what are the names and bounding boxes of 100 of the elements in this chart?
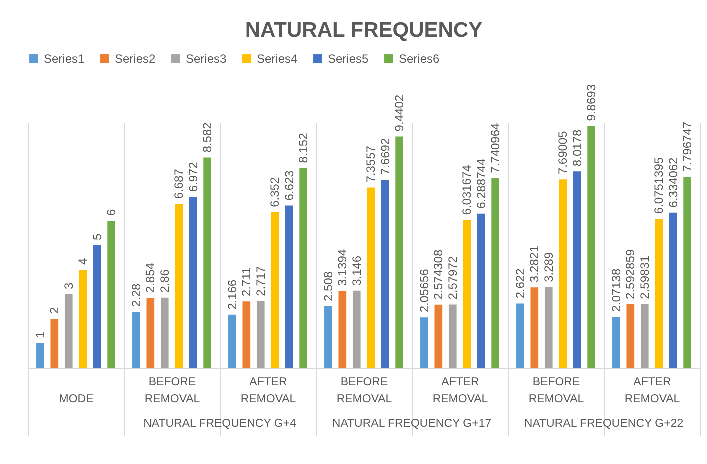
legend-label: Series6 bbox=[399, 52, 440, 66]
bar bbox=[300, 168, 308, 368]
data-label: 7.6692 bbox=[378, 138, 392, 176]
data-label: 7.69005 bbox=[556, 130, 570, 175]
x-tick-label: AFTER REMOVAL bbox=[432, 376, 489, 406]
data-label: 2.07138 bbox=[609, 268, 624, 312]
data-label: 3.1394 bbox=[336, 249, 350, 286]
legend-label: Series3 bbox=[186, 52, 228, 66]
data-label: 6.334062 bbox=[666, 157, 680, 208]
data-label: 3.289 bbox=[542, 252, 556, 282]
bar bbox=[463, 220, 472, 368]
bar bbox=[381, 180, 390, 368]
bar bbox=[146, 298, 155, 368]
bar bbox=[655, 219, 664, 368]
data-label: 8.0178 bbox=[570, 130, 584, 167]
bar bbox=[324, 306, 332, 368]
bar bbox=[285, 206, 294, 368]
data-label: 1 bbox=[33, 332, 48, 338]
data-label: 2.717 bbox=[254, 266, 268, 296]
data-label: 2.622 bbox=[513, 268, 528, 299]
x-tick-label: AFTER REMOVAL bbox=[624, 376, 681, 406]
data-label: 3.146 bbox=[350, 256, 364, 286]
data-label: 2 bbox=[48, 307, 62, 314]
data-label: 6.031674 bbox=[460, 164, 474, 216]
data-label: 2.592859 bbox=[624, 249, 638, 300]
data-label: 7.796747 bbox=[680, 122, 695, 172]
bar bbox=[544, 287, 553, 368]
bar bbox=[64, 294, 73, 368]
data-label: 9.8693 bbox=[584, 84, 599, 122]
bar bbox=[516, 304, 524, 368]
bar bbox=[228, 314, 236, 368]
bar bbox=[204, 158, 212, 368]
data-label: 2.166 bbox=[225, 280, 240, 310]
data-label: 9.4402 bbox=[392, 94, 407, 132]
bar bbox=[160, 298, 169, 368]
data-label: 5 bbox=[90, 234, 104, 240]
text: NATURAL FREQUENCY G+22 bbox=[524, 418, 684, 430]
bar bbox=[626, 304, 635, 368]
bar bbox=[79, 270, 88, 368]
bar bbox=[36, 344, 44, 368]
legend-label: Series4 bbox=[257, 52, 298, 66]
legend-label: Series5 bbox=[328, 52, 370, 66]
data-label: 6.623 bbox=[282, 170, 296, 201]
data-label: 7.3557 bbox=[364, 146, 378, 183]
bar bbox=[367, 188, 376, 368]
x-tick-label: BEFORE REMOVAL bbox=[144, 376, 201, 406]
data-label: 8.152 bbox=[296, 132, 311, 164]
data-label: 2.05656 bbox=[417, 268, 432, 313]
bar bbox=[420, 318, 428, 368]
chart-title: NATURAL FREQUENCY bbox=[245, 19, 483, 42]
bar bbox=[108, 221, 116, 368]
bar bbox=[612, 317, 620, 368]
data-label: 6.687 bbox=[172, 168, 186, 200]
bar bbox=[530, 288, 539, 368]
bar bbox=[93, 246, 102, 368]
data-label: 2.59831 bbox=[638, 256, 652, 300]
data-label: 2.86 bbox=[158, 269, 172, 293]
bar bbox=[256, 301, 265, 368]
x-tick-label: BEFORE REMOVAL bbox=[528, 376, 585, 406]
data-label: 2.711 bbox=[240, 267, 254, 297]
text: NATURAL FREQUENCY G+17 bbox=[332, 418, 492, 430]
data-label: 3 bbox=[62, 282, 76, 290]
bar bbox=[588, 126, 596, 368]
bar bbox=[242, 302, 251, 368]
legend-label: Series1 bbox=[44, 52, 86, 66]
data-label: 2.854 bbox=[144, 262, 158, 294]
bar bbox=[396, 136, 404, 368]
x-tick-label: BEFORE REMOVAL bbox=[336, 376, 393, 406]
bar bbox=[338, 291, 347, 368]
data-label: 2.57972 bbox=[446, 256, 460, 300]
data-label: 6.288744 bbox=[474, 158, 488, 209]
bar bbox=[640, 304, 649, 368]
data-label: 2.508 bbox=[321, 271, 336, 302]
bar bbox=[684, 176, 692, 368]
bar bbox=[352, 290, 361, 368]
data-label: 4 bbox=[76, 258, 90, 265]
bar bbox=[434, 304, 443, 368]
data-label: 2.574308 bbox=[432, 250, 446, 300]
data-label: 2.28 bbox=[129, 283, 144, 308]
bar bbox=[448, 304, 457, 368]
data-label: 3.2821 bbox=[528, 246, 542, 283]
data-label: 6 bbox=[104, 209, 119, 216]
legend-label: Series2 bbox=[115, 52, 156, 66]
bar bbox=[669, 212, 678, 368]
x-tick-label: MODE bbox=[59, 394, 94, 406]
data-label: 7.740964 bbox=[488, 122, 503, 174]
data-label: 6.352 bbox=[268, 177, 282, 208]
bar bbox=[559, 180, 568, 368]
bar bbox=[50, 319, 59, 368]
bar bbox=[189, 197, 198, 368]
bar bbox=[271, 212, 280, 368]
bar bbox=[477, 214, 486, 368]
bar bbox=[132, 312, 140, 368]
bar bbox=[492, 178, 500, 368]
data-label: 6.0751395 bbox=[652, 157, 666, 214]
text: NATURAL FREQUENCY G+4 bbox=[144, 418, 298, 430]
bar bbox=[175, 204, 184, 368]
bar bbox=[573, 172, 582, 368]
data-label: 6.972 bbox=[186, 162, 200, 192]
x-tick-label: AFTER REMOVAL bbox=[240, 376, 297, 406]
